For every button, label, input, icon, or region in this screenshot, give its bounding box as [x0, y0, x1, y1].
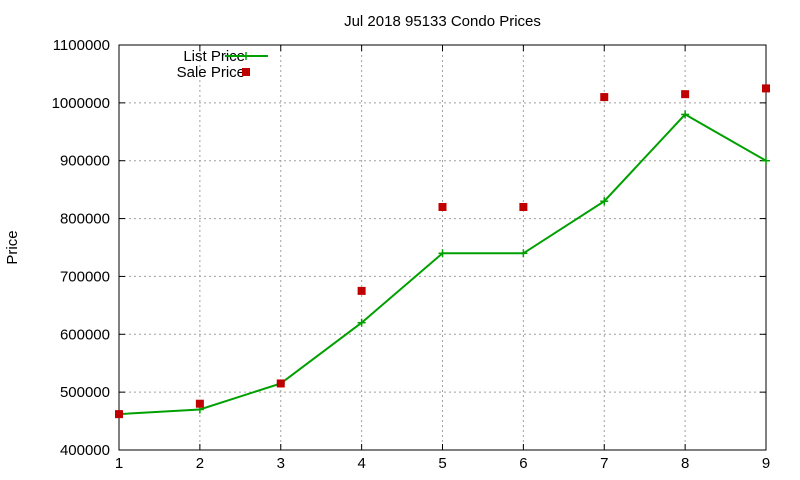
axis-ticks: 1 2 3 4 5 6 7 8 9 400000 500000 600000 700000 800000 9… — [52, 37, 771, 472]
legend-plus-marker — [242, 52, 250, 60]
x-tick-label: 4 — [357, 455, 365, 472]
y-tick-label: 1000000 — [52, 95, 110, 112]
sale-price-point — [438, 203, 447, 211]
x-tick-label: 5 — [438, 455, 446, 472]
x-tick-label: 6 — [519, 455, 527, 472]
sale-price-point — [681, 90, 690, 99]
sale-price-point — [195, 399, 204, 408]
y-tick-label: 700000 — [60, 268, 110, 285]
x-tick-label: 1 — [115, 455, 123, 472]
sale-price-point — [519, 203, 528, 211]
y-tick-label: 500000 — [60, 384, 110, 401]
sale-price-point — [357, 286, 366, 295]
y-tick-label: 1100000 — [53, 37, 110, 54]
y-axis-label: Price — [4, 230, 21, 264]
sale-price-point — [276, 379, 285, 388]
list-price-point — [357, 318, 366, 327]
list-price-point — [762, 156, 770, 165]
list-price-point — [519, 249, 528, 258]
sale-price-point — [600, 93, 609, 102]
sale-price-point — [115, 410, 123, 419]
x-tick-label: 2 — [196, 455, 204, 472]
list-price-point — [600, 197, 609, 206]
y-tick-label: 400000 — [60, 442, 110, 459]
list-price-line — [118, 113, 767, 416]
chart-title: Jul 2018 95133 Condo Prices — [344, 13, 541, 30]
y-tick-label: 900000 — [60, 153, 110, 170]
list-price-point — [438, 249, 447, 258]
legend-square-marker — [242, 68, 250, 76]
legend-label: List Price — [183, 48, 245, 65]
list-price-point — [681, 110, 690, 119]
y-tick-label: 600000 — [60, 326, 110, 343]
sale-price-point — [762, 84, 770, 93]
x-tick-label: 9 — [762, 455, 770, 472]
y-tick-label: 800000 — [60, 211, 110, 228]
x-tick-label: 8 — [681, 455, 689, 472]
x-tick-label: 7 — [600, 455, 608, 472]
series — [115, 84, 770, 419]
grid — [119, 45, 766, 450]
x-tick-label: 3 — [277, 455, 285, 472]
legend-label: Sale Price — [177, 64, 245, 81]
